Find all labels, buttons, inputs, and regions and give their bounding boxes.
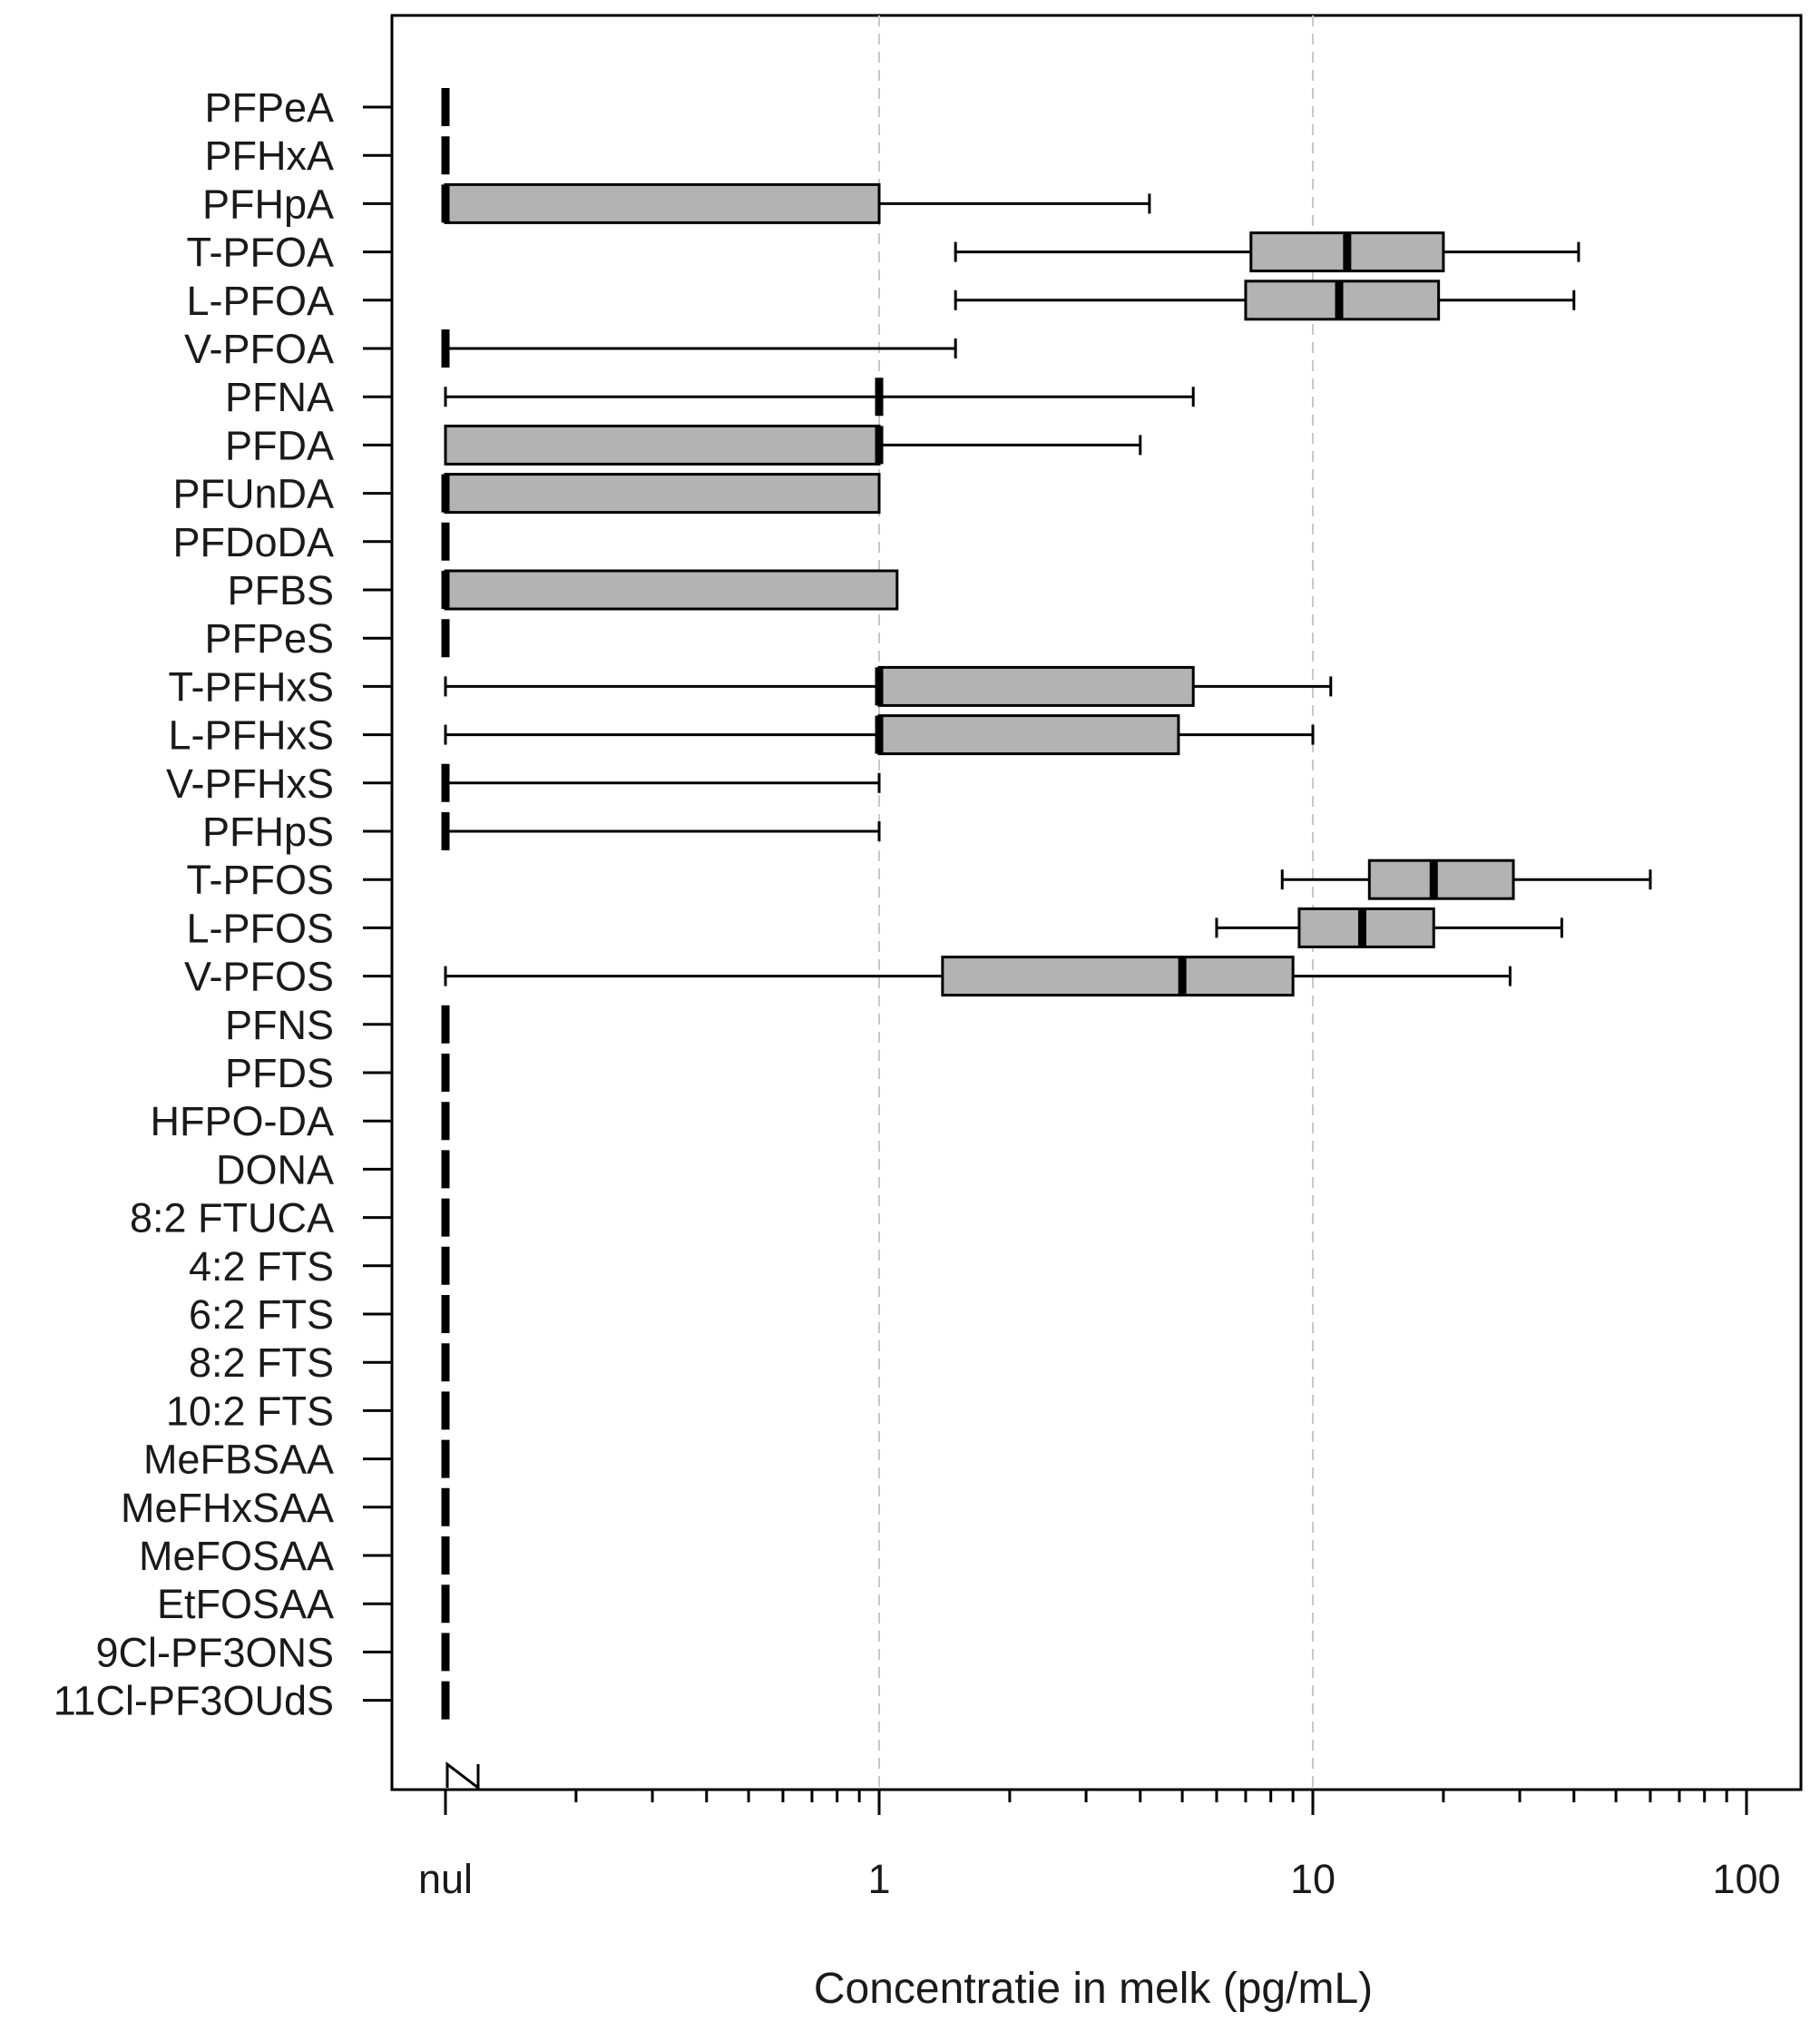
- category-label: 4:2 FTS: [189, 1243, 334, 1290]
- category-label: MeFBSAA: [143, 1437, 334, 1483]
- box-iqr: [941, 956, 1295, 997]
- box-iqr: [444, 473, 881, 515]
- category-label: PFPeS: [204, 615, 334, 662]
- category-label: V-PFHxS: [166, 760, 334, 807]
- category-label: T-PFOS: [186, 857, 334, 903]
- category-label: T-PFOA: [186, 230, 334, 276]
- box-T-PFOA: [954, 231, 1580, 273]
- category-label: PFNA: [225, 374, 334, 420]
- x-tick-label: 1: [867, 1856, 890, 1902]
- category-label: PFHxA: [204, 132, 334, 179]
- x-tick-label: nul: [418, 1856, 473, 1902]
- x-tick-label: 100: [1712, 1856, 1780, 1902]
- x-axis: nul 1 10 100: [418, 1761, 1781, 1902]
- category-label: 8:2 FTS: [189, 1339, 334, 1386]
- box-V-PFOS: [444, 956, 1512, 997]
- category-label: HFPO-DA: [151, 1098, 335, 1144]
- category-label: DONA: [216, 1146, 334, 1192]
- box-iqr: [877, 714, 1180, 756]
- box-V-PFOA: [441, 329, 957, 368]
- box-T-PFHxS: [444, 665, 1333, 707]
- box-PFHpS: [441, 812, 881, 850]
- box-L-PFOA: [954, 280, 1576, 321]
- category-label: V-PFOA: [184, 326, 334, 372]
- box-PFBS: [441, 569, 899, 611]
- category-label: PFDA: [225, 422, 334, 468]
- box-iqr: [444, 424, 881, 466]
- category-label: PFBS: [227, 567, 334, 613]
- category-label: L-PFHxS: [168, 712, 334, 759]
- category-label: PFNS: [225, 1002, 334, 1048]
- category-label: T-PFHxS: [168, 663, 334, 710]
- category-label: EtFOSAA: [157, 1581, 334, 1627]
- x-axis-title: Concentratie in melk (pg/mL): [814, 1965, 1373, 2013]
- category-label: 11Cl-PF3OUdS: [54, 1678, 334, 1724]
- box-L-PFHxS: [444, 714, 1315, 756]
- category-label: 9Cl-PF3ONS: [95, 1629, 334, 1675]
- box-V-PFHxS: [441, 763, 881, 802]
- category-label: PFHpA: [202, 181, 334, 227]
- category-label: L-PFOS: [186, 905, 334, 951]
- category-label: MeFHxSAA: [121, 1485, 334, 1531]
- box-iqr: [444, 182, 881, 224]
- category-label: PFDoDA: [172, 519, 334, 565]
- category-label: PFHpS: [202, 809, 334, 855]
- boxes: [441, 88, 1652, 1720]
- box-iqr: [1367, 859, 1515, 900]
- category-label: 10:2 FTS: [166, 1388, 334, 1434]
- y-axis-ticks: [363, 105, 392, 1702]
- category-label: 6:2 FTS: [189, 1291, 334, 1338]
- category-label: PFUnDA: [172, 471, 334, 517]
- box-PFUnDA: [441, 473, 881, 515]
- category-label: 8:2 FTUCA: [130, 1195, 334, 1241]
- box-L-PFOS: [1215, 907, 1563, 948]
- y-axis-labels: PFPeAPFHxAPFHpAT-PFOAL-PFOAV-PFOAPFNAPFD…: [54, 84, 334, 1724]
- box-iqr: [1297, 907, 1435, 948]
- box-iqr: [877, 665, 1195, 707]
- x-tick-label: 10: [1290, 1856, 1336, 1902]
- box-PFHpA: [441, 182, 1151, 224]
- axis-break-marker: [445, 1761, 480, 1791]
- category-label: PFPeA: [204, 84, 334, 131]
- category-label: MeFOSAA: [139, 1533, 334, 1579]
- box-PFDA: [444, 424, 1142, 466]
- category-label: V-PFOS: [184, 954, 334, 1000]
- box-iqr: [444, 569, 899, 611]
- box-PFNA: [444, 378, 1195, 417]
- plot-frame: [390, 14, 1803, 1791]
- box-T-PFOS: [1280, 859, 1652, 900]
- category-label: L-PFOA: [186, 278, 334, 324]
- category-label: PFDS: [225, 1050, 334, 1096]
